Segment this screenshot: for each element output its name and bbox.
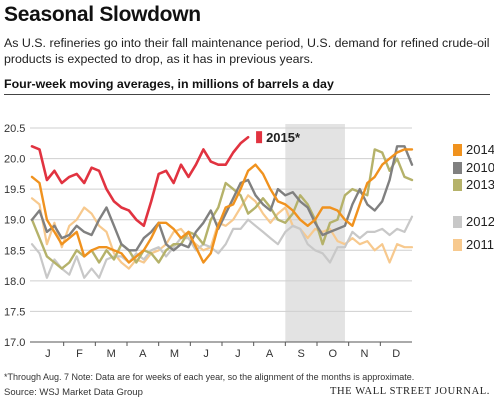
line-chart: 17.0 17.5 18.0 18.5 19.0 19.5 20.0 20.5 J F M A M J J…	[4, 123, 494, 360]
x-tick-label: J	[203, 348, 209, 360]
series-line-2012	[30, 215, 414, 279]
x-tick-label: F	[76, 348, 83, 360]
y-tick-label: 18.0	[4, 276, 25, 288]
series-line-2010	[30, 145, 414, 252]
x-tick-label: D	[392, 348, 400, 360]
header-rule	[4, 94, 490, 95]
y-tick-label: 18.5	[4, 245, 25, 257]
series-line-2011	[30, 194, 414, 270]
y-tick-label: 20.5	[4, 123, 25, 135]
chart-subtitle: As U.S. refineries go into their fall ma…	[4, 36, 490, 66]
footnote: *Through Aug. 7 Note: Data are for weeks…	[4, 372, 415, 382]
chart-title: Seasonal Slowdown	[4, 3, 201, 26]
series-line-2013	[30, 148, 414, 270]
legend-swatch-2012	[453, 216, 462, 228]
legend-swatch-2013	[453, 179, 462, 191]
series-lines	[30, 135, 414, 279]
x-tick-label: N	[361, 348, 369, 360]
shaded-period	[285, 124, 345, 342]
y-tick-label: 19.5	[4, 184, 25, 196]
legend-label-2011: 2011	[466, 237, 494, 252]
legend-label-2013: 2013	[466, 177, 494, 192]
legend: 2010 2011 2012 2013 2014 2015*	[256, 130, 494, 252]
x-tick-label: O	[329, 348, 338, 360]
legend-swatch-2015	[256, 131, 263, 144]
series-line-2015	[30, 135, 250, 228]
units-label: Four-week moving averages, in millions o…	[4, 77, 334, 91]
legend-swatch-2010	[453, 162, 462, 174]
source-credit: Source: WSJ Market Data Group	[4, 387, 143, 398]
x-tick-label: S	[297, 348, 304, 360]
x-tick-label: J	[235, 348, 241, 360]
y-tick-label: 17.5	[4, 306, 25, 318]
publisher-logo: THE WALL STREET JOURNAL.	[329, 386, 490, 397]
y-tick-label: 20.0	[4, 154, 25, 166]
legend-label-2010: 2010	[466, 160, 494, 175]
shaded-period-layer	[285, 124, 345, 342]
x-tick-label: M	[170, 348, 179, 360]
x-tick-label: M	[107, 348, 116, 360]
legend-swatch-2011	[453, 239, 462, 251]
legend-label-2015: 2015*	[266, 130, 301, 145]
series-line-2014	[30, 148, 414, 264]
y-tick-label: 19.0	[4, 215, 25, 227]
legend-label-2012: 2012	[466, 214, 494, 229]
x-tick-label: A	[139, 348, 147, 360]
y-tick-labels: 17.0 17.5 18.0 18.5 19.0 19.5 20.0 20.5	[4, 123, 25, 349]
y-tick-label: 17.0	[4, 337, 25, 349]
x-tick-label: J	[45, 348, 51, 360]
x-tick-label: A	[266, 348, 274, 360]
legend-swatch-2014	[453, 144, 462, 156]
legend-label-2014: 2014	[466, 142, 494, 157]
